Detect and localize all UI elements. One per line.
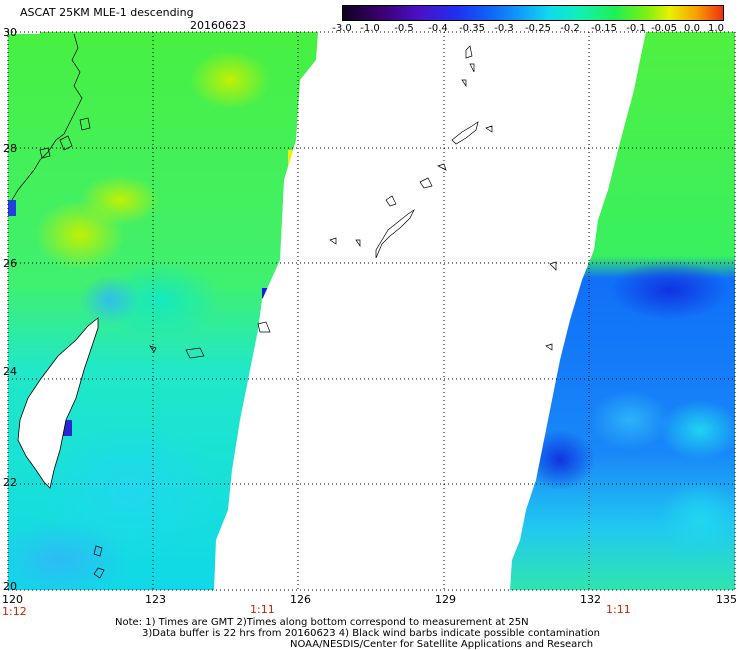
note-line-1: Note: 1) Times are GMT 2)Times along bot… bbox=[115, 617, 529, 628]
grid-lines bbox=[7, 31, 736, 591]
coastlines bbox=[11, 33, 557, 579]
lat-label: 28 bbox=[3, 142, 17, 155]
lon-label: 123 bbox=[145, 593, 166, 606]
colorbar-label: -0.5 bbox=[394, 23, 414, 34]
product-title: ASCAT 25KM MLE-1 descending bbox=[20, 6, 194, 19]
colorbar-label: -0.3 bbox=[494, 23, 514, 34]
time-label: 1:11 bbox=[606, 603, 631, 616]
colorbar-label: 0.0 bbox=[684, 23, 700, 34]
east-swath bbox=[510, 32, 735, 590]
colorbar-label: -0.05 bbox=[651, 23, 677, 34]
note-line-3: NOAA/NESDIS/Center for Satellite Applica… bbox=[290, 639, 594, 650]
date-label: 20160623 bbox=[190, 19, 246, 32]
lat-label: 20 bbox=[3, 580, 17, 593]
colorbar-label: -1.0 bbox=[360, 23, 380, 34]
lat-label: 22 bbox=[3, 476, 17, 489]
lat-label: 26 bbox=[3, 257, 17, 270]
lat-label: 30 bbox=[3, 26, 17, 39]
colorbar-label: -0.35 bbox=[459, 23, 485, 34]
time-label: 1:11 bbox=[250, 603, 275, 616]
lat-label: 24 bbox=[3, 365, 17, 378]
colorbar-label: 1.0 bbox=[708, 23, 724, 34]
taiwan-landmass bbox=[17, 317, 99, 489]
lon-label: 126 bbox=[290, 593, 311, 606]
colorbar-label: -0.2 bbox=[560, 23, 580, 34]
colorbar-label: -0.1 bbox=[626, 23, 646, 34]
colorbar-label: -3.0 bbox=[332, 23, 352, 34]
lon-label: 132 bbox=[580, 593, 601, 606]
colorbar-label: -0.25 bbox=[525, 23, 551, 34]
colorbar-label: -0.15 bbox=[591, 23, 617, 34]
lon-label: 120 bbox=[2, 593, 23, 606]
lon-label: 135 bbox=[716, 593, 737, 606]
lon-label: 129 bbox=[435, 593, 456, 606]
colorbar bbox=[342, 5, 724, 21]
colorbar-label: -0.4 bbox=[428, 23, 448, 34]
time-label: 1:12 bbox=[2, 605, 27, 618]
note-line-2: 3)Data buffer is 22 hrs from 20160623 4)… bbox=[142, 628, 600, 639]
west-swath bbox=[8, 32, 318, 590]
colorbar-labels: -3.0 -1.0 -0.5 -0.4 -0.35 -0.3 -0.25 -0.… bbox=[332, 23, 724, 37]
